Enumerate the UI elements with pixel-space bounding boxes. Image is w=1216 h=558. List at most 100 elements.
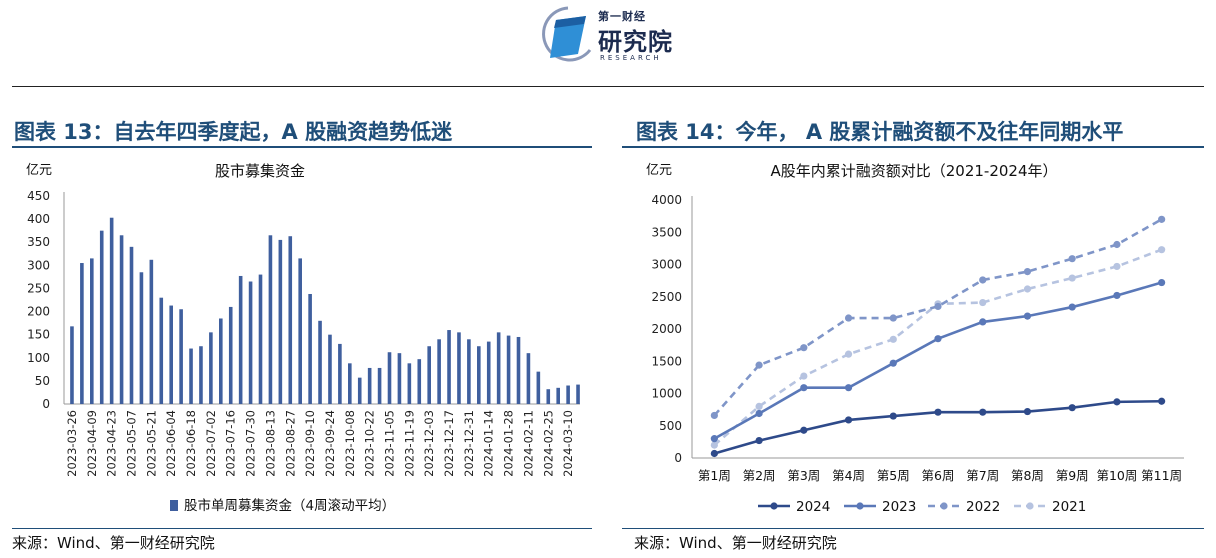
bar <box>387 352 392 404</box>
bar <box>129 246 134 404</box>
y-tick-label: 100 <box>27 351 50 365</box>
bar <box>477 346 481 404</box>
figure-14-source: 来源：Wind、第一财经研究院 <box>634 534 837 552</box>
x-tick-label: 2024-03-10 <box>561 410 575 477</box>
figure-14-bottom-rule <box>622 528 1204 529</box>
figure-13-source: 来源：Wind、第一财经研究院 <box>12 534 215 552</box>
bar <box>437 339 441 404</box>
x-tick-label: 第2周 <box>743 468 776 483</box>
data-point <box>1023 312 1032 320</box>
logo-emblem-icon <box>542 6 592 62</box>
data-point <box>1068 255 1076 263</box>
series-line <box>713 218 1163 417</box>
data-point <box>1023 267 1032 276</box>
bar <box>357 377 362 404</box>
legend-swatch <box>170 500 178 511</box>
bar <box>258 274 263 404</box>
x-tick-label: 第1周 <box>698 468 731 483</box>
data-point <box>710 441 718 449</box>
figure-14-title: 图表 14：今年， A 股累计融资额不及往年同期水平 <box>636 120 1124 144</box>
x-tick-label: 2023-04-09 <box>85 410 99 477</box>
bar <box>407 363 412 404</box>
y-tick-label: 0 <box>42 397 50 411</box>
y-tick-label: 350 <box>27 235 50 249</box>
data-point <box>710 435 718 443</box>
bar <box>486 341 491 404</box>
bar <box>149 259 154 404</box>
y-tick-label: 0 <box>674 451 682 465</box>
bar <box>397 353 402 404</box>
data-point <box>934 408 942 416</box>
x-tick-label: 2023-05-21 <box>144 410 158 477</box>
x-tick-label: 2023-07-30 <box>244 410 258 477</box>
x-tick-label: 2023-06-18 <box>184 410 198 477</box>
data-point <box>800 344 808 352</box>
x-tick-label: 2023-07-02 <box>204 410 218 477</box>
data-point <box>979 318 987 326</box>
x-tick-label: 2023-11-19 <box>402 410 416 477</box>
data-point <box>1158 278 1166 287</box>
x-tick-label: 第9周 <box>1056 468 1089 483</box>
bar-chart: 股市募集资金 亿元 0 50 100 150 200 250 300 350 400 450 2023-… <box>26 162 580 514</box>
figure-13-bottom-rule <box>12 528 592 529</box>
header-divider <box>12 86 1204 87</box>
bar <box>526 353 531 404</box>
y-tick-label: 500 <box>659 419 682 433</box>
data-point <box>1113 262 1121 271</box>
x-tick-label: 2023-12-31 <box>462 410 476 477</box>
data-point <box>844 314 853 322</box>
x-tick-label: 第10周 <box>1096 468 1137 483</box>
bar <box>159 297 164 404</box>
bar <box>228 306 233 404</box>
x-tick-label: 2024-02-11 <box>521 410 535 477</box>
bar <box>179 309 183 404</box>
x-tick-label: 2023-07-16 <box>224 410 238 477</box>
legend-label: 2023 <box>882 499 916 515</box>
legend-label: 2024 <box>796 499 830 515</box>
data-point <box>889 412 897 420</box>
data-point <box>1068 303 1076 311</box>
bar <box>506 335 511 404</box>
bar <box>546 389 551 404</box>
chart-title: 股市募集资金 <box>215 162 305 180</box>
bar <box>338 343 342 404</box>
bar <box>536 371 541 404</box>
y-tick-label: 3000 <box>651 258 682 272</box>
bar <box>248 281 253 404</box>
data-point <box>755 361 763 369</box>
bar <box>119 235 124 404</box>
bar <box>377 367 382 404</box>
y-tick-label: 300 <box>27 258 50 272</box>
data-point <box>800 372 808 380</box>
data-point <box>889 335 897 343</box>
data-point <box>800 384 808 392</box>
bar <box>288 236 293 404</box>
bar <box>566 385 570 404</box>
data-point <box>755 409 763 418</box>
y-tick-label: 1500 <box>651 354 682 368</box>
bar <box>417 359 422 404</box>
x-tick-label: 2023-11-05 <box>383 410 397 477</box>
x-tick-label: 2023-12-03 <box>422 410 436 477</box>
x-tick-label: 2023-10-08 <box>343 410 357 477</box>
data-point <box>1113 240 1121 249</box>
x-tick-label: 第8周 <box>1011 468 1044 483</box>
chart-title: A股年内累计融资额对比（2021-2024年） <box>770 162 1057 180</box>
data-point <box>800 426 808 434</box>
y-tick-label: 450 <box>27 189 50 203</box>
x-tick-label: 2023-09-10 <box>303 410 317 477</box>
data-point <box>934 302 942 311</box>
bar <box>447 330 451 404</box>
data-point <box>710 411 718 420</box>
y-tick-label: 50 <box>35 374 50 388</box>
y-tick-label: 250 <box>27 281 50 295</box>
line-chart: A股年内累计融资额对比（2021-2024年） 亿元 0 500 1000 1500 200… <box>646 162 1184 515</box>
x-tick-label: 2023-12-17 <box>442 410 456 477</box>
bar <box>99 230 104 404</box>
bar <box>268 235 273 404</box>
y-tick-label: 150 <box>27 328 50 342</box>
y-tick-label: 400 <box>27 212 50 226</box>
figure-13-title-rule <box>12 146 592 148</box>
bar <box>328 334 332 404</box>
data-point <box>1023 285 1032 293</box>
